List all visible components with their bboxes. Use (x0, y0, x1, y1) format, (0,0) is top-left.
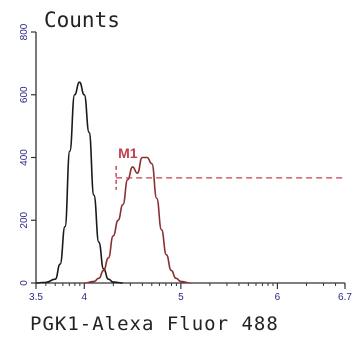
x-tick-label: 5 (178, 292, 184, 303)
x-tick-label: 3.5 (29, 292, 43, 303)
y-tick-label: 600 (19, 86, 30, 103)
x-axis-label: PGK1-Alexa Fluor 488 (30, 313, 279, 334)
control-histogram-line (35, 81, 123, 284)
x-tick-label: 6.7 (338, 292, 352, 303)
y-tick-label: 200 (19, 211, 30, 228)
y-tick-label: 400 (19, 149, 30, 166)
series-layer (35, 81, 191, 284)
y-axis-label: Counts (44, 8, 120, 32)
y-tick-label: 0 (19, 280, 30, 286)
sample-histogram-line (84, 156, 191, 284)
gate-label: M1 (118, 145, 138, 161)
y-tick-label: 800 (19, 23, 30, 40)
gate-layer: M1 (115, 145, 345, 190)
x-tick-label: 6 (275, 292, 281, 303)
x-tick-label: 4 (82, 292, 88, 303)
